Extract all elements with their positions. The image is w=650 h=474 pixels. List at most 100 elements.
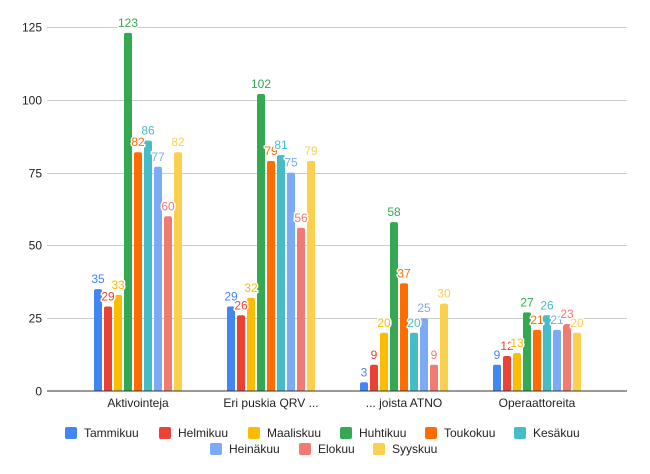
data-label: 26	[540, 298, 554, 312]
x-category-label: ... joista ATNO	[366, 396, 442, 410]
legend-item-maaliskuu[interactable]: Maaliskuu	[248, 425, 321, 441]
legend-label: Heinäkuu	[229, 442, 280, 456]
legend-label: Huhtikuu	[359, 426, 407, 440]
bar[interactable]	[410, 332, 418, 391]
legend-swatch-icon	[65, 427, 77, 439]
data-label: 13	[510, 336, 524, 350]
legend-item-toukokuu[interactable]: Toukokuu	[425, 425, 495, 441]
bar[interactable]	[380, 332, 388, 391]
data-label: 23	[560, 307, 574, 321]
bar[interactable]	[573, 332, 581, 391]
bar[interactable]	[164, 216, 172, 391]
bar[interactable]	[257, 93, 265, 391]
bar[interactable]	[400, 283, 408, 391]
legend-item-heinakuu[interactable]: Heinäkuu	[210, 441, 280, 457]
bar[interactable]	[134, 152, 142, 391]
bar[interactable]	[553, 329, 561, 391]
data-label: 77	[151, 150, 165, 164]
bar[interactable]	[174, 152, 182, 391]
legend-swatch-icon	[299, 443, 311, 455]
bar[interactable]	[124, 32, 132, 391]
bar[interactable]	[144, 140, 152, 391]
data-label: 79	[264, 144, 278, 158]
data-label: 29	[224, 290, 238, 304]
data-label: 9	[371, 348, 378, 362]
data-label: 86	[141, 124, 155, 138]
bar[interactable]	[114, 294, 122, 391]
data-label: 35	[91, 272, 105, 286]
data-labels: 3529331238286776082292632102798175567939…	[90, 14, 586, 380]
legend-row-1: Tammikuu Helmikuu Maaliskuu Huhtikuu Tou…	[0, 425, 650, 441]
legend-swatch-icon	[248, 427, 260, 439]
bar[interactable]	[370, 364, 378, 391]
legend-item-huhtikuu[interactable]: Huhtikuu	[340, 425, 406, 441]
data-label: 9	[431, 348, 438, 362]
bar[interactable]	[297, 227, 305, 391]
legend-label: Maaliskuu	[267, 426, 322, 440]
bar[interactable]	[94, 289, 102, 391]
bar[interactable]	[227, 306, 235, 391]
legend-item-tammikuu[interactable]: Tammikuu	[65, 425, 139, 441]
data-label: 82	[171, 135, 185, 149]
data-label: 9	[494, 348, 501, 362]
bar[interactable]	[237, 315, 245, 391]
data-label: 30	[437, 287, 451, 301]
x-category-label: Eri puskia QRV ...	[223, 396, 318, 410]
data-label: 20	[570, 316, 584, 330]
data-label: 82	[131, 135, 145, 149]
bar[interactable]	[533, 329, 541, 391]
data-label: 58	[387, 205, 401, 219]
bar[interactable]	[420, 318, 428, 391]
bar[interactable]	[390, 222, 398, 391]
bar[interactable]	[503, 356, 511, 391]
legend-swatch-icon	[210, 443, 222, 455]
bar[interactable]	[440, 303, 448, 391]
bar[interactable]	[104, 306, 112, 391]
y-tick-label: 25	[29, 312, 43, 326]
y-tick-label: 125	[22, 21, 42, 35]
data-label: 12	[500, 339, 514, 353]
data-label: 33	[111, 278, 125, 292]
bar[interactable]	[154, 166, 162, 391]
legend-item-syyskuu[interactable]: Syyskuu	[373, 441, 437, 457]
legend-swatch-icon	[514, 427, 526, 439]
data-label: 60	[161, 199, 175, 213]
bar[interactable]	[523, 312, 531, 391]
legend-swatch-icon	[425, 427, 437, 439]
data-label: 79	[304, 144, 318, 158]
data-label: 21	[550, 313, 564, 327]
bar[interactable]	[563, 324, 571, 391]
bar[interactable]	[287, 172, 295, 391]
data-label: 56	[294, 211, 308, 225]
x-category-label: Aktivointeja	[107, 396, 169, 410]
y-tick-label: 75	[29, 167, 43, 181]
data-label: 102	[251, 77, 271, 91]
x-axis-category-labels: Aktivointeja Eri puskia QRV ... ... joista…	[107, 396, 575, 410]
legend-item-kesakuu[interactable]: Kesäkuu	[514, 425, 580, 441]
bar[interactable]	[277, 155, 285, 391]
legend-item-helmikuu[interactable]: Helmikuu	[159, 425, 228, 441]
bar[interactable]	[267, 160, 275, 391]
data-label: 20	[407, 316, 421, 330]
y-tick-label: 0	[35, 385, 42, 399]
bar[interactable]	[307, 160, 315, 391]
legend-label: Tammikuu	[84, 426, 139, 440]
bar[interactable]	[513, 353, 521, 391]
data-label: 37	[397, 266, 411, 280]
legend-item-elokuu[interactable]: Elokuu	[299, 441, 355, 457]
bar[interactable]	[543, 315, 551, 391]
data-label: 3	[361, 365, 368, 379]
bar[interactable]	[247, 297, 255, 391]
data-label: 123	[118, 16, 138, 30]
data-label: 26	[234, 298, 248, 312]
y-tick-label: 100	[22, 94, 42, 108]
bar[interactable]	[493, 364, 501, 391]
data-label: 27	[520, 295, 534, 309]
legend-swatch-icon	[340, 427, 352, 439]
data-label: 75	[284, 156, 298, 170]
data-label: 81	[274, 138, 288, 152]
bar[interactable]	[430, 364, 438, 391]
legend-label: Toukokuu	[444, 426, 496, 440]
bar[interactable]	[360, 382, 368, 391]
